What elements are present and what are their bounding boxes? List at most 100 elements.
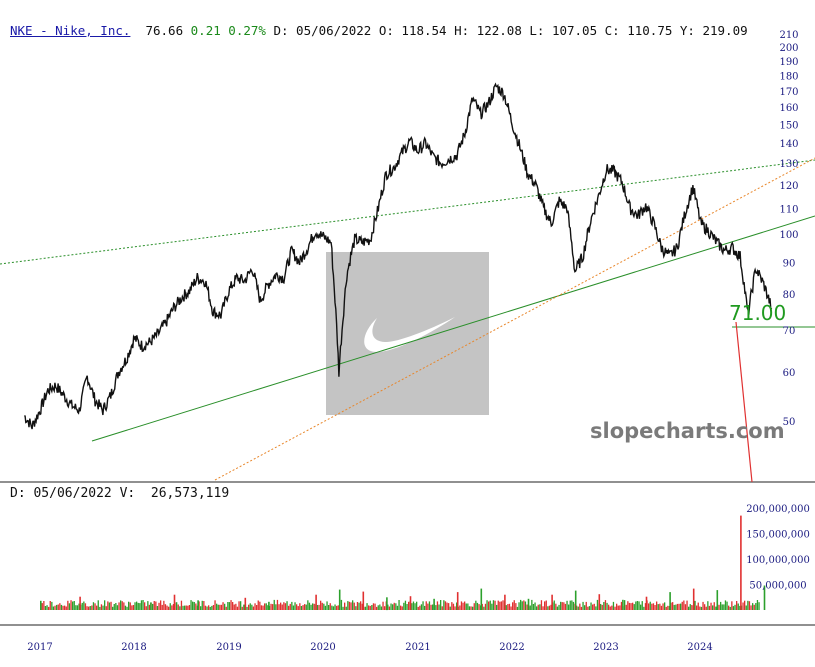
volume-bar [505,605,507,610]
volume-bar [745,605,747,610]
price-tick-label: 140 [779,139,798,150]
volume-bar [134,602,136,610]
volume-bar [376,606,378,610]
volume-bar [478,604,480,610]
volume-bar [187,605,189,610]
volume-bar [88,606,90,610]
volume-bar [73,601,75,610]
volume-header: D: 05/06/2022 V: 26,573,119 [10,486,229,501]
volume-bar [70,600,72,610]
price-tick-label: 170 [779,87,798,98]
volume-bar [755,603,757,610]
volume-bar [462,602,464,610]
volume-bar [257,600,259,610]
volume-bar [140,600,143,610]
volume-bar [542,606,544,610]
volume-bar [380,606,383,610]
price-tick-label: 130 [779,159,798,170]
nike-swoosh-icon [364,317,455,352]
volume-bar [652,603,655,610]
volume-bar [643,606,645,610]
volume-bar [497,600,499,610]
volume-bar [379,604,381,610]
volume-bar [278,604,280,610]
volume-bar [352,600,354,610]
volume-bar [321,602,323,610]
volume-bar [404,600,407,610]
volume-bar [217,604,219,610]
volume-bar [280,602,282,610]
price-target-label: 71.00 [729,301,787,325]
volume-bar [548,605,551,610]
volume-bar [51,601,53,610]
volume-bar [105,606,107,610]
year-tick-label: 2022 [499,642,524,653]
volume-bar [475,600,477,610]
price-tick-label: 200 [779,43,798,54]
volume-bar [558,604,560,610]
y-value: Y: 219.09 [679,23,748,38]
volume-bar [529,605,531,610]
volume-bar [203,601,205,610]
volume-bar [656,601,658,610]
volume-bar [512,602,514,610]
volume-bar [596,599,599,610]
volume-bar [510,606,512,610]
watermark: slopecharts.com [590,419,785,443]
volume-bar [400,605,402,610]
change-percent: 0.27% [228,23,266,38]
volume-bar [344,602,346,610]
volume-bar [750,605,752,610]
volume-spike-bar [150,602,152,610]
volume-bar [427,603,429,610]
ticker-link[interactable]: NKE - Nike, Inc. [10,23,131,38]
volume-bar [553,600,555,610]
volume-bar [201,600,203,610]
volume-bar [627,601,629,610]
volume-spike-bar [763,585,766,610]
volume-bar [440,600,442,610]
volume-bar [145,606,147,610]
volume-bar [537,604,539,610]
volume-bar [44,606,47,610]
volume-date: D: 05/06/2022 [10,486,112,501]
low-value: L: 107.05 [529,23,598,38]
volume-spike-bar [669,592,671,610]
volume-bar [216,603,218,610]
volume-bar [137,602,139,610]
volume-bar [456,602,458,610]
volume-bar [320,600,322,610]
volume-bar [371,605,373,610]
volume-bar [568,604,570,610]
volume-bar [465,603,467,610]
volume-bar [328,605,330,610]
volume-bar [582,601,584,610]
volume-spike-bar [456,592,459,610]
volume-bar [416,601,418,610]
volume-bar [521,601,523,610]
volume-bar [518,602,520,610]
volume-bar [300,606,303,610]
price-line [24,82,773,430]
volume-bar [353,602,355,610]
volume-bar [388,606,391,610]
volume-bar [601,604,603,610]
volume-bar [633,604,635,610]
volume-bar [113,604,115,610]
volume-bar [374,603,376,610]
volume-bar [635,601,637,610]
volume-bar [232,602,234,610]
volume-bar [336,605,338,610]
volume-bar [414,603,416,610]
volume-bar [332,606,335,610]
volume-bar [566,600,568,610]
volume-bar [76,605,79,610]
volume-bar [585,601,587,610]
volume-spike-bar [386,597,388,611]
volume-bar [220,604,223,610]
volume-bar [214,600,216,610]
volume-bar [408,601,410,610]
volume-bar [100,604,103,610]
volume-bar [736,601,738,610]
last-price: 76.66 [145,23,184,38]
